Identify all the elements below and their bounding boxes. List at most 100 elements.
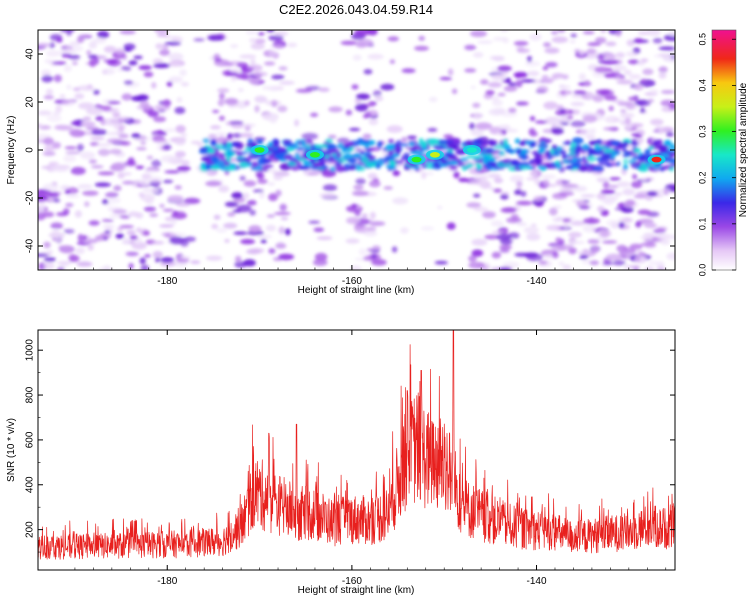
spectrogram-blob [41, 75, 53, 83]
spectrogram-blob [601, 60, 619, 65]
spectrogram-blob [604, 53, 616, 61]
spectrogram-blob [562, 221, 569, 228]
spectrogram-band-blob [556, 153, 561, 157]
spectrogram-blob [268, 35, 284, 41]
spectrogram-blob [561, 180, 571, 184]
spectrogram-band-blob [217, 152, 226, 159]
spectrogram-band-blob [587, 148, 597, 155]
spectrogram-band-blob [360, 150, 365, 155]
spectrogram-blob [52, 61, 67, 65]
spectrogram-band-blob [545, 150, 551, 158]
spectrogram-band-blob [648, 146, 654, 150]
spectrogram-blob [559, 187, 574, 193]
spectrogram-blob [74, 210, 83, 218]
spectrogram-blob [269, 115, 278, 124]
spectrogram-band-blob [365, 154, 373, 159]
spectrogram-band-blob [558, 149, 567, 155]
spectrogram-blob [174, 106, 186, 115]
spectrogram-blob [123, 43, 136, 51]
spectrogram-blob [616, 79, 634, 85]
spectrogram-blob [491, 251, 502, 259]
spectrogram-blob [491, 74, 506, 81]
spectrogram-blob [666, 131, 674, 137]
spectrogram-blob [260, 239, 267, 244]
spectrogram-blob [418, 35, 426, 41]
spectrogram-band-blob [228, 166, 236, 170]
colorbar-frame [711, 29, 737, 271]
spectrogram-blob [509, 175, 524, 183]
spectrogram-blob [156, 33, 169, 38]
spectrogram-blob [319, 192, 336, 199]
spectrogram-blob [248, 225, 262, 233]
spectrogram-blob [136, 147, 147, 151]
spectrogram-band-blob [616, 142, 625, 149]
spectrogram-blob [345, 238, 360, 244]
spectrogram-blob [625, 51, 639, 57]
spectrogram-blob [102, 224, 115, 228]
spectrogram-blob [61, 99, 76, 107]
spectrogram-blob [606, 219, 619, 227]
spectrogram-blob [587, 239, 600, 244]
spectrogram-band-blob [537, 165, 548, 170]
spectrogram-blob [48, 161, 59, 166]
spectrogram-blob [257, 32, 265, 36]
spectrogram-blob [354, 209, 361, 217]
spectrogram-blob [174, 151, 186, 158]
spectrogram-blob [656, 261, 665, 268]
spectrogram-blob [237, 87, 244, 93]
spectrogram-blob [639, 256, 646, 265]
spectrogram-blob [180, 82, 190, 87]
spectrogram-blob [307, 172, 319, 176]
spectrogram-blob [607, 195, 620, 200]
top-ytick-label: 0 [25, 147, 36, 153]
spectrogram-blob [526, 233, 541, 241]
spectrogram-blob [497, 131, 504, 136]
spectrogram-blob [175, 139, 186, 146]
spectrogram-blob [560, 90, 566, 96]
spectrogram-blob [434, 260, 448, 265]
spectrogram-blob [38, 206, 45, 212]
spectrogram-hotspot [309, 152, 320, 158]
spectrogram-blob [392, 197, 409, 205]
spectrogram-blob [355, 178, 366, 185]
spectrogram-blob [277, 105, 288, 113]
snr-x-ticks: -180 -160 -140 [74, 330, 667, 587]
spectrogram-blob [618, 221, 625, 229]
spectrogram-blob [72, 62, 78, 65]
spectrogram-band-blob [347, 141, 355, 146]
spectrogram-blob [569, 40, 576, 44]
spectrogram-blob [88, 238, 98, 244]
spectrogram-band-blob [347, 159, 358, 163]
spectrogram-band-blob [659, 166, 665, 172]
spectrogram-blob [140, 141, 147, 145]
spectrogram-blob [63, 229, 75, 234]
spectrogram-blob [258, 97, 268, 103]
spectrogram-blob [646, 191, 658, 197]
spectrogram-blob [427, 127, 438, 132]
spectrogram-band-blob [297, 157, 306, 162]
spectrogram-blob [43, 261, 55, 270]
spectrogram-blob [559, 108, 565, 114]
spectrogram-blob [236, 204, 252, 213]
spectrogram-blob [625, 101, 636, 110]
spectrogram-blob [50, 222, 63, 230]
figure-title: C2E2.2026.043.04.59.R14 [279, 2, 433, 17]
spectrogram-blob [103, 236, 108, 241]
spectrogram-band-blob [585, 165, 597, 173]
spectrogram-blob [255, 170, 263, 178]
spectrogram-blob [380, 83, 395, 91]
spectrogram-blob [44, 257, 56, 262]
spectrogram-blob [439, 76, 452, 81]
spectrogram-blob [602, 262, 613, 266]
spectrogram-blob [492, 95, 499, 102]
spectrogram-blob [175, 202, 191, 207]
spectrogram-band-blob [411, 147, 417, 152]
spectrogram-blob [285, 228, 291, 236]
spectrogram-blob [620, 109, 627, 114]
spectrogram-blob [145, 199, 154, 205]
spectrogram-blob [212, 109, 220, 114]
spectrogram-blob [295, 88, 313, 93]
spectrogram-blob [138, 192, 145, 198]
spectrogram-blob [470, 128, 484, 137]
spectrogram-blob [106, 191, 116, 198]
